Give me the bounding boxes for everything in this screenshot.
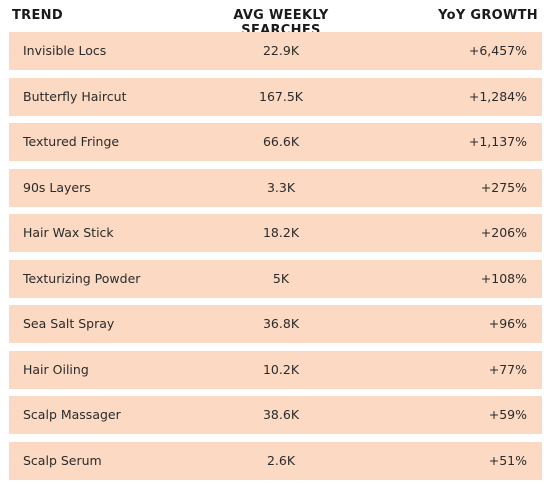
table-row: Hair Wax Stick 18.2K +206% (9, 214, 542, 252)
yoy-growth-cell: +77% (488, 361, 527, 377)
avg-searches-cell: 38.6K (262, 407, 300, 422)
table-row: Scalp Massager 38.6K +59% (9, 396, 542, 434)
yoy-growth-cell: +1,284% (468, 88, 527, 104)
trend-cell: Scalp Massager (23, 407, 121, 422)
table-header: TREND AVG WEEKLY SEARCHES YoY GROWTH (0, 0, 550, 38)
table-row: Invisible Locs 22.9K +6,457% (9, 32, 542, 70)
avg-searches-cell: 18.2K (262, 225, 300, 240)
table-row: Texturizing Powder 5K +108% (9, 259, 542, 298)
table-body: Invisible Locs 22.9K +6,457% Butterfly H… (9, 32, 542, 487)
avg-searches-cell: 5K (272, 270, 290, 286)
avg-searches-cell: 2.6K (266, 452, 296, 468)
table-row: Sea Salt Spray 36.8K +96% (9, 305, 542, 343)
trend-cell: Invisible Locs (23, 43, 107, 58)
yoy-growth-cell: +96% (488, 316, 527, 331)
table-row: Textured Fringe 66.6K +1,137% (9, 123, 542, 161)
trend-cell: Butterfly Haircut (23, 88, 127, 104)
trend-cell: Sea Salt Spray (23, 316, 115, 331)
trend-cell: Hair Oiling (23, 361, 89, 377)
table-row: Butterfly Haircut 167.5K +1,284% (9, 77, 542, 116)
avg-searches-cell: 167.5K (259, 88, 303, 104)
table-row: Scalp Serum 2.6K +51% (9, 441, 542, 480)
yoy-growth-cell: +108% (480, 270, 527, 286)
yoy-growth-cell: +59% (488, 407, 527, 422)
avg-searches-cell: 66.6K (262, 134, 300, 149)
yoy-growth-cell: +275% (480, 179, 527, 195)
yoy-growth-cell: +206% (480, 225, 527, 240)
column-header-trend: TREND (12, 8, 63, 23)
avg-searches-cell: 10.2K (262, 361, 300, 377)
trend-cell: 90s Layers (23, 179, 91, 195)
trend-cell: Textured Fringe (23, 134, 120, 149)
yoy-growth-cell: +51% (488, 452, 527, 468)
column-header-yoy-growth: YoY GROWTH (438, 8, 538, 23)
avg-searches-cell: 22.9K (262, 43, 300, 58)
table-row: 90s Layers 3.3K +275% (9, 168, 542, 207)
avg-searches-cell: 3.3K (266, 179, 296, 195)
trend-cell: Texturizing Powder (23, 270, 141, 286)
yoy-growth-cell: +1,137% (468, 134, 527, 149)
trend-cell: Scalp Serum (23, 452, 102, 468)
yoy-growth-cell: +6,457% (468, 43, 527, 58)
avg-searches-cell: 36.8K (262, 316, 300, 331)
trend-cell: Hair Wax Stick (23, 225, 114, 240)
table-row: Hair Oiling 10.2K +77% (9, 350, 542, 389)
